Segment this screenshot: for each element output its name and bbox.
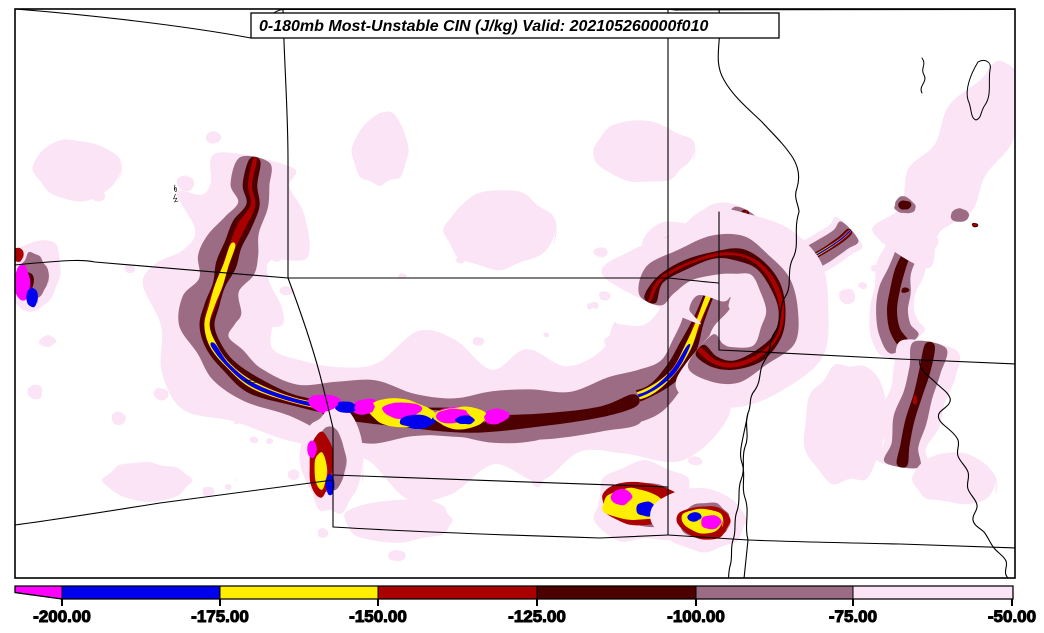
svg-text:-175.00: -175.00 xyxy=(191,607,249,626)
svg-text:-200.00: -200.00 xyxy=(33,607,91,626)
svg-text:-125.00: -125.00 xyxy=(508,607,566,626)
svg-text:-150.00: -150.00 xyxy=(349,607,407,626)
svg-text:-100.00: -100.00 xyxy=(667,607,725,626)
svg-text:-50.00: -50.00 xyxy=(988,607,1036,626)
svg-text:0-180mb Most-Unstable CIN (J/k: 0-180mb Most-Unstable CIN (J/kg) Valid: … xyxy=(259,18,708,35)
svg-text:-75.00: -75.00 xyxy=(829,607,877,626)
